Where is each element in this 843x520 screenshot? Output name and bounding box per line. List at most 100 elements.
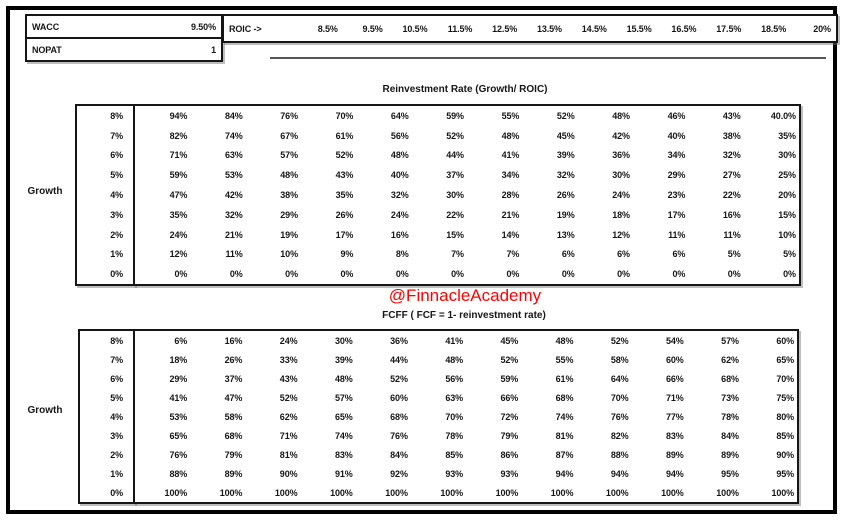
table-cell: 35%: [169, 209, 188, 220]
table-cell: 0%: [340, 269, 354, 280]
table-cell: 52%: [279, 392, 298, 403]
table-cell: 48%: [612, 110, 630, 121]
table-cell: 29%: [667, 170, 686, 181]
table-cell: 65%: [334, 411, 353, 422]
growth-row-label: 5%: [110, 170, 123, 181]
table-cell: 62%: [721, 354, 739, 365]
table-cell: 100%: [219, 487, 243, 498]
roic-column-value: 8.5%: [317, 23, 338, 34]
table-cell: 9%: [340, 249, 354, 260]
table-cell: 82%: [610, 430, 629, 441]
table-cell: 55%: [501, 110, 520, 121]
table-cell: 52%: [446, 130, 464, 141]
table-row: 82% 74% 67% 61% 56% 52% 48% 45% 42% 40% 38% 35%: [135, 126, 799, 146]
table-cell: 44%: [446, 150, 464, 161]
table-cell: 83%: [334, 449, 353, 460]
table-cell: 84%: [224, 110, 243, 121]
table-cell: 40%: [390, 170, 409, 181]
table-cell: 85%: [776, 430, 795, 441]
table-cell: 15%: [778, 209, 796, 220]
table-row: 0% 0% 0% 0% 0% 0% 0% 0% 0% 0% 0% 0%: [135, 264, 799, 284]
table-cell: 29%: [169, 373, 188, 384]
roic-column-value: 13.5%: [536, 23, 562, 34]
table-cell: 100%: [385, 487, 408, 498]
table-cell: 89%: [666, 449, 684, 460]
roic-header-box: ROIC -> 8.5% 9.5% 10.5% 11.5% 12.5% 13.5% 14.5…: [222, 14, 838, 43]
roic-column-value: 17.5%: [716, 23, 742, 34]
table-cell: 68%: [555, 392, 574, 403]
table-cell: 70%: [335, 110, 354, 121]
table-cell: 24%: [279, 335, 298, 346]
table-cell: 6%: [617, 249, 630, 260]
table-cell: 77%: [666, 411, 684, 422]
table-cell: 28%: [501, 190, 520, 201]
growth-axis-label-table1: Growth: [27, 186, 63, 197]
roic-column-value: 9.5%: [362, 23, 383, 34]
table-cell: 56%: [390, 130, 409, 141]
table-cell: 36%: [612, 150, 630, 161]
table-cell: 22%: [722, 190, 741, 201]
growth-row-label: 3%: [110, 209, 123, 220]
table-cell: 53%: [169, 411, 188, 422]
roic-column-value: 15.5%: [626, 23, 652, 34]
table-cell: 48%: [501, 130, 520, 141]
table-cell: 57%: [280, 150, 298, 161]
growth-row-label: 0%: [110, 487, 123, 498]
table-cell: 34%: [667, 150, 686, 161]
table-cell: 70%: [776, 373, 795, 384]
table-cell: 88%: [169, 468, 188, 479]
table-cell: 94%: [610, 468, 629, 479]
table-cell: 67%: [280, 130, 298, 141]
table-cell: 27%: [722, 170, 741, 181]
table-cell: 84%: [390, 449, 408, 460]
reinvestment-table-title: Reinvestment Rate (Growth/ ROIC): [382, 84, 548, 95]
table-cell: 100%: [771, 487, 795, 498]
table-cell: 18%: [612, 209, 630, 220]
wacc-input-box: WACC 9.50%: [25, 14, 223, 39]
growth-row-label: 5%: [110, 392, 123, 403]
table-cell: 100%: [274, 487, 298, 498]
table-cell: 93%: [500, 468, 519, 479]
table-cell: 0%: [285, 269, 298, 280]
growth-row-label: 6%: [110, 373, 123, 384]
table-cell: 0%: [672, 269, 686, 280]
table-cell: 40%: [667, 130, 686, 141]
table-cell: 68%: [224, 430, 243, 441]
roic-header-label: ROIC ->: [229, 23, 262, 34]
table-cell: 48%: [390, 150, 409, 161]
table-cell: 0%: [395, 269, 409, 280]
table-cell: 71%: [279, 430, 298, 441]
table-cell: 7%: [451, 249, 464, 260]
growth-row-label: 2%: [110, 449, 123, 460]
table-cell: 21%: [501, 209, 520, 220]
growth-row-label: 1%: [110, 249, 123, 260]
table-cell: 100%: [550, 487, 574, 498]
table-cell: 81%: [555, 430, 574, 441]
table-row: 35% 32% 29% 26% 24% 22% 21% 19% 18% 17% 16% 15%: [135, 205, 799, 225]
table-cell: 88%: [610, 449, 629, 460]
table-cell: 0%: [229, 269, 243, 280]
table-cell: 16%: [224, 335, 243, 346]
table-cell: 94%: [555, 468, 574, 479]
table-cell: 68%: [390, 411, 408, 422]
table-row: 6% 16% 24% 30% 36% 41% 45% 48% 52% 54% 57% 60%: [135, 331, 797, 350]
table-cell: 100%: [661, 487, 684, 498]
table-cell: 94%: [169, 110, 188, 121]
wacc-label: WACC: [32, 21, 60, 32]
table-cell: 59%: [169, 170, 188, 181]
table-cell: 32%: [390, 190, 409, 201]
table-cell: 38%: [280, 190, 298, 201]
table-cell: 41%: [445, 335, 464, 346]
table-cell: 11%: [668, 229, 686, 240]
table-cell: 10%: [778, 229, 796, 240]
table-cell: 47%: [224, 392, 243, 403]
table-cell: 61%: [555, 373, 574, 384]
table-cell: 39%: [556, 150, 575, 161]
table-cell: 41%: [501, 150, 520, 161]
growth-row-label: 2%: [110, 229, 123, 240]
table-cell: 85%: [445, 449, 464, 460]
table-cell: 43%: [722, 110, 741, 121]
table-cell: 19%: [556, 209, 575, 220]
table-cell: 86%: [500, 449, 519, 460]
table-cell: 100%: [164, 487, 188, 498]
